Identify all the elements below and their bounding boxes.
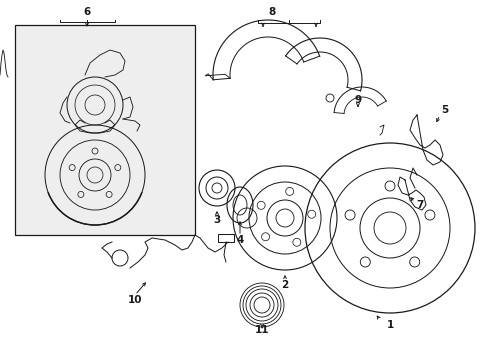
Text: 4: 4	[236, 235, 243, 245]
Text: 6: 6	[83, 7, 90, 17]
Text: 1: 1	[386, 320, 393, 330]
Text: 10: 10	[127, 295, 142, 305]
Text: 3: 3	[213, 215, 220, 225]
Text: 9: 9	[354, 95, 361, 105]
Text: 2: 2	[281, 280, 288, 290]
FancyBboxPatch shape	[15, 25, 195, 235]
Text: 11: 11	[254, 325, 269, 335]
Text: 5: 5	[441, 105, 447, 115]
Text: 7: 7	[415, 200, 423, 210]
Text: 8: 8	[268, 7, 275, 17]
